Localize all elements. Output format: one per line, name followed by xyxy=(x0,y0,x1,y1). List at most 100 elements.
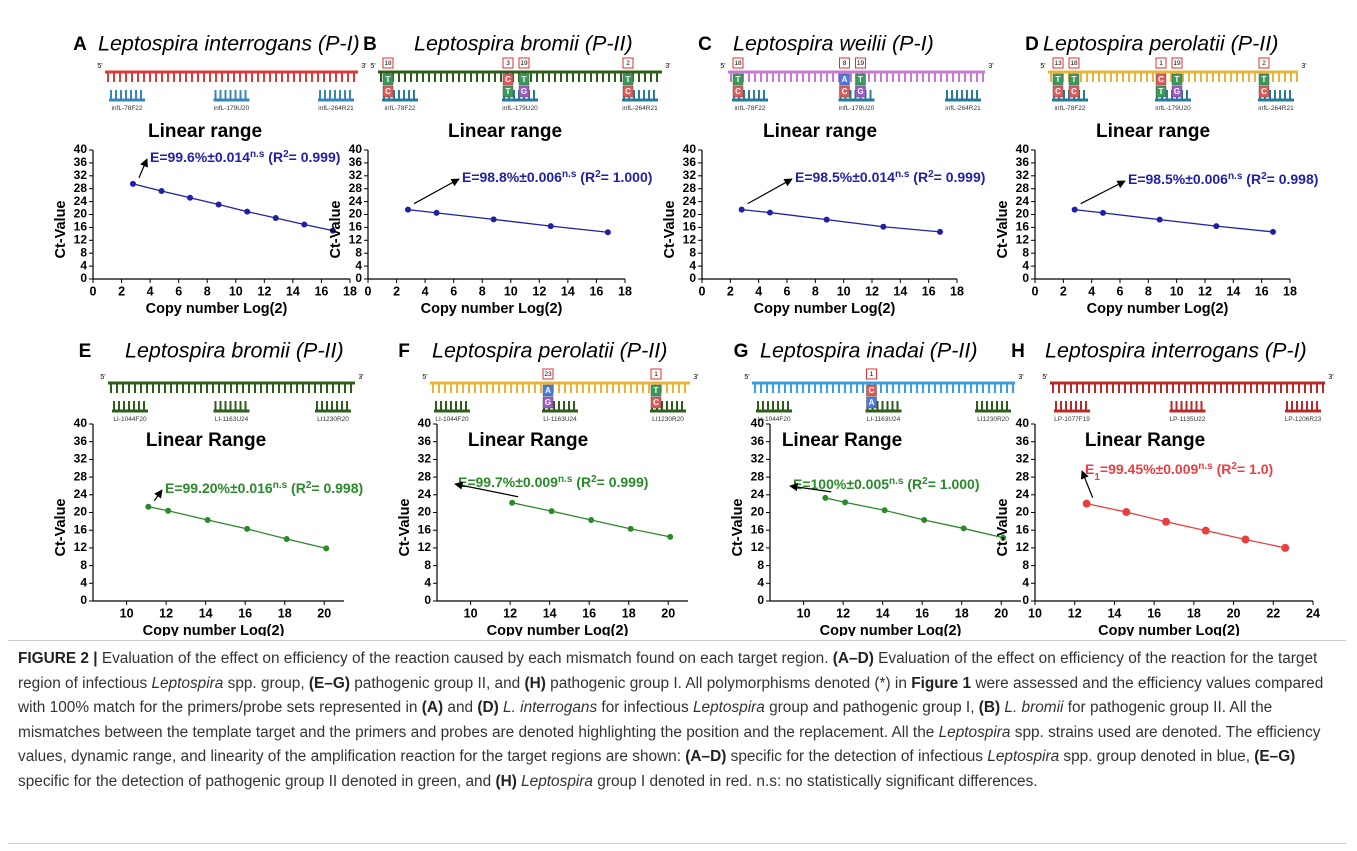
y-tick-label: 12 xyxy=(74,540,88,554)
mismatch-base-box xyxy=(866,384,877,397)
y-tick-label: 32 xyxy=(683,168,697,182)
caption-run: group I denoted in red. n.s: no statisti… xyxy=(592,772,1038,790)
mismatch-base-box xyxy=(650,396,662,409)
data-line xyxy=(825,497,1004,539)
annotation-part: 2 xyxy=(1231,461,1237,472)
annotation-part: E=99.20%±0.016 xyxy=(165,480,273,496)
panel-title: Leptospira interrogans (P-I) xyxy=(1045,339,1307,363)
x-tick-label: 14 xyxy=(199,606,213,620)
x-tick-label: 2 xyxy=(118,284,125,298)
caption-run: spp. strains used are denoted. The effic… xyxy=(18,723,1321,766)
primer-diagram: 5' 3' LP-1077F19 LP-1135U22 LP-1206R23 xyxy=(1042,374,1333,423)
y-tick-label: 28 xyxy=(74,181,88,195)
x-tick-label: 16 xyxy=(238,606,252,620)
strand-end: 5' xyxy=(1042,374,1047,381)
caption-run: were assessed and the efficiency values … xyxy=(18,674,1324,717)
primer-diagram: 5' 3' LI-1044F20 LI-1163U24 1 CA LI1230R20 xyxy=(744,368,1024,423)
x-tick-label: 16 xyxy=(589,284,603,298)
x-axis-label: Copy number Log(2) xyxy=(143,623,285,636)
data-point xyxy=(547,223,554,230)
x-tick-label: 18 xyxy=(622,606,636,620)
y-tick-label: 32 xyxy=(74,452,88,466)
y-tick-label: 16 xyxy=(751,522,765,536)
y-tick-label: 40 xyxy=(751,416,765,430)
annotation-part: = 0.999) xyxy=(934,169,986,185)
data-point xyxy=(823,216,830,223)
caption-run: for pathogenic group II. All the mismatc… xyxy=(18,699,1273,741)
mismatch-base: T xyxy=(1159,87,1164,96)
y-tick-label: 12 xyxy=(74,232,88,246)
y-tick-label: 40 xyxy=(74,142,88,156)
data-point xyxy=(937,228,943,235)
y-tick-label: 20 xyxy=(751,505,765,519)
strand-end: 3' xyxy=(693,374,698,381)
data-point xyxy=(880,223,887,230)
y-tick-label: 20 xyxy=(1016,207,1030,221)
y-tick-label: 0 xyxy=(80,271,87,285)
data-line xyxy=(148,506,327,549)
annotation-part: 2 xyxy=(928,169,934,180)
chart-panel: A Leptospira interrogans (P-I) 5' 3' infL-78… xyxy=(53,32,367,317)
caption-run: (A–D) xyxy=(832,650,874,667)
y-tick-label: 20 xyxy=(74,207,88,221)
annotation-arrow xyxy=(1080,180,1126,205)
y-axis-label: Ct-Value xyxy=(995,200,1011,258)
caption-run: Figure 1 xyxy=(911,674,972,692)
caption-run: (A–D) xyxy=(685,748,727,766)
mismatch-base-box xyxy=(1052,73,1064,86)
annotation-part: 2 xyxy=(283,149,289,160)
mismatch-base: T xyxy=(386,75,391,84)
mismatch-position: 13 xyxy=(1054,60,1062,67)
y-tick-label: 0 xyxy=(80,593,87,607)
annotation-part: = 0.999) xyxy=(597,474,649,490)
x-tick-label: 4 xyxy=(755,284,762,298)
y-tick-label: 24 xyxy=(418,487,432,501)
annotation-part: = 1.0) xyxy=(1237,461,1273,477)
x-tick-label: 14 xyxy=(1226,284,1240,298)
y-tick-label: 28 xyxy=(683,181,697,195)
chart-panel: E Leptospira bromii (P-II) 5' 3' LI-1044F20 L… xyxy=(53,339,364,639)
x-axis-label: Copy number Log(2) xyxy=(754,301,896,317)
mismatch-base-box xyxy=(839,73,850,86)
annotation-part: (R xyxy=(1213,461,1232,477)
x-tick-label: 8 xyxy=(204,284,211,298)
data-point xyxy=(158,187,165,194)
annotation-part: E=100%±0.005 xyxy=(793,476,889,492)
data-point xyxy=(1213,223,1220,230)
y-tick-label: 24 xyxy=(1016,487,1030,501)
strand-end: 5' xyxy=(422,374,427,381)
data-point xyxy=(822,494,829,501)
x-tick-label: 8 xyxy=(812,284,819,298)
mismatch-position: 19 xyxy=(857,60,865,67)
mismatch-base-box xyxy=(839,85,850,98)
caption-run: spp. group, xyxy=(223,674,309,692)
x-tick-label: 12 xyxy=(532,284,546,298)
mismatch-base-box xyxy=(855,85,866,98)
mismatch-position: 2 xyxy=(626,60,630,67)
annotation-part: (R xyxy=(287,480,306,496)
primer-label: infL-78F22 xyxy=(111,105,142,112)
x-axis-label: Copy number Log(2) xyxy=(487,623,629,636)
data-point xyxy=(960,525,967,532)
y-tick-label: 12 xyxy=(751,540,765,554)
mismatch-position: 18 xyxy=(734,60,742,67)
x-tick-label: 12 xyxy=(159,606,173,620)
mismatch-base: G xyxy=(857,87,863,96)
caption-run: Leptospira xyxy=(938,723,1011,741)
caption-run: (E–G) xyxy=(1254,748,1296,766)
x-tick-label: 22 xyxy=(1266,606,1280,620)
y-tick-label: 0 xyxy=(1022,593,1029,607)
y-tick-label: 40 xyxy=(418,416,432,430)
mismatch-base-box xyxy=(518,73,530,86)
mismatch-base: G xyxy=(521,87,527,96)
panel-letter: H xyxy=(1011,341,1025,362)
primer-label: LI-1163U24 xyxy=(215,416,249,423)
strand-end: 5' xyxy=(97,63,102,70)
caption-run: Leptospira xyxy=(987,748,1060,766)
x-tick-label: 10 xyxy=(120,606,134,620)
x-tick-label: 6 xyxy=(1117,284,1124,298)
y-tick-label: 24 xyxy=(1016,194,1030,208)
y-tick-label: 28 xyxy=(349,181,363,195)
x-axis-label: Copy number Log(2) xyxy=(820,623,962,636)
y-tick-label: 16 xyxy=(74,220,88,234)
